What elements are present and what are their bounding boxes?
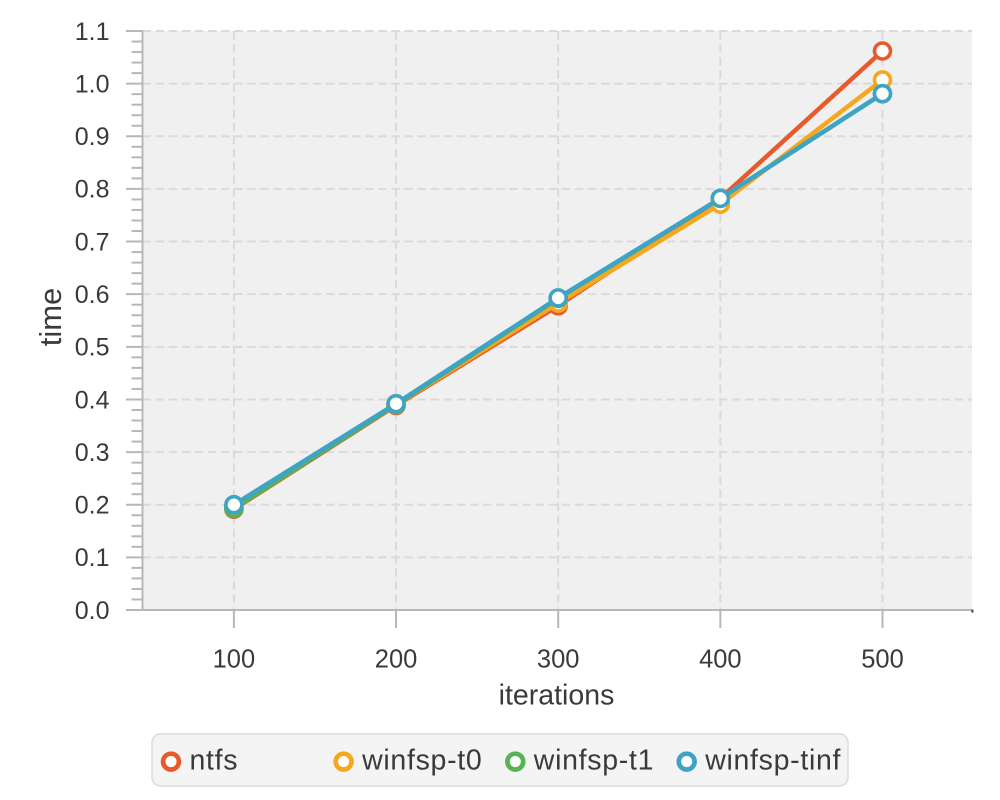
svg-text:0.7: 0.7 <box>75 228 110 256</box>
svg-text:0.9: 0.9 <box>75 123 110 151</box>
svg-text:1.1: 1.1 <box>75 18 110 46</box>
svg-text:winfsp-t1: winfsp-t1 <box>533 745 654 777</box>
svg-text:0.2: 0.2 <box>75 492 110 520</box>
svg-text:1.0: 1.0 <box>75 70 110 98</box>
svg-text:100: 100 <box>213 646 256 674</box>
svg-text:0.4: 0.4 <box>75 386 110 414</box>
svg-text:0.1: 0.1 <box>75 544 110 572</box>
svg-text:0.0: 0.0 <box>75 597 110 625</box>
svg-text:500: 500 <box>861 646 904 674</box>
svg-text:0.8: 0.8 <box>75 176 110 204</box>
svg-text:0.5: 0.5 <box>75 334 110 362</box>
svg-text:200: 200 <box>375 646 418 674</box>
svg-text:300: 300 <box>537 646 580 674</box>
svg-text:400: 400 <box>699 646 742 674</box>
svg-text:ntfs: ntfs <box>190 745 239 777</box>
svg-text:winfsp-tinf: winfsp-tinf <box>704 745 841 777</box>
svg-text:0.6: 0.6 <box>75 281 110 309</box>
svg-text:iterations: iterations <box>499 680 615 712</box>
svg-text:winfsp-t0: winfsp-t0 <box>361 745 482 777</box>
svg-text:time: time <box>33 288 68 347</box>
svg-text:0.3: 0.3 <box>75 439 110 467</box>
